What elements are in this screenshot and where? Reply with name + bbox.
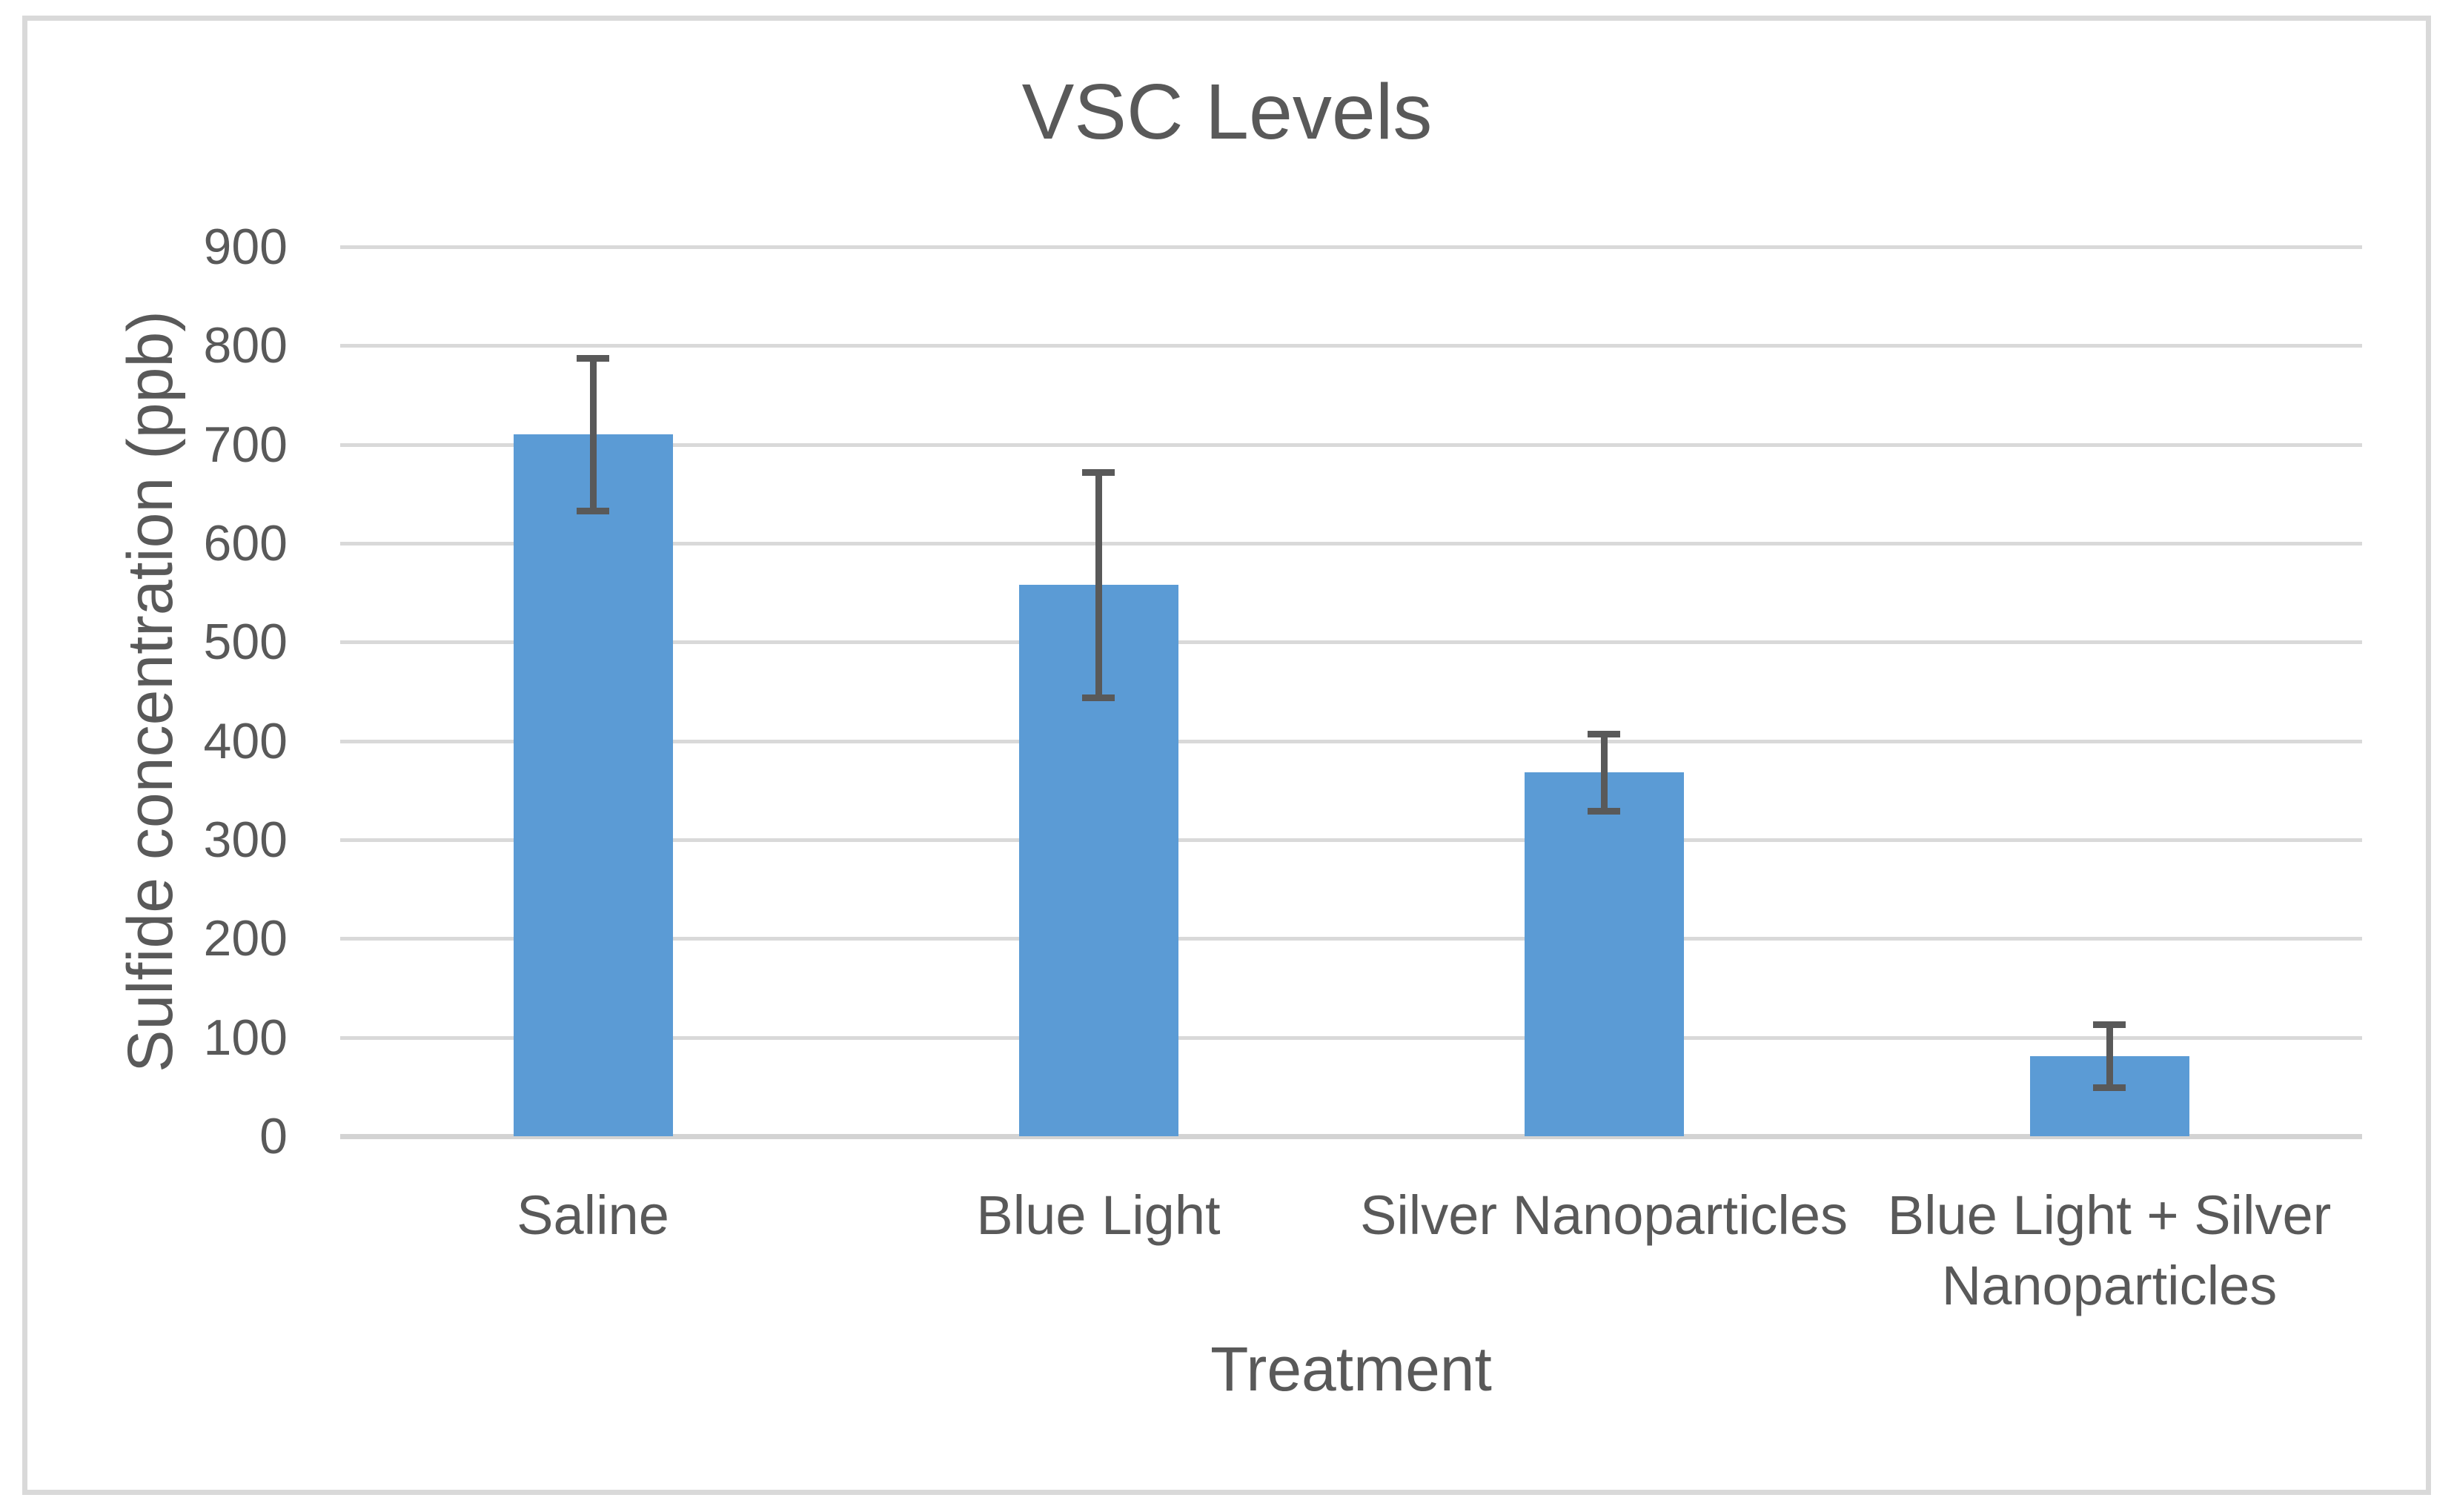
bar-saline [513, 434, 673, 1136]
error-bar-bottom-cap [577, 507, 609, 514]
error-bar-top-cap [2093, 1021, 2126, 1028]
bar-silver-nanoparticles [1524, 772, 1684, 1136]
y-tick-label: 200 [203, 910, 288, 966]
error-bar-stem [2106, 1024, 2113, 1088]
gridline [340, 245, 2362, 249]
x-axis-title: Treatment [1210, 1334, 1492, 1404]
y-tick-label: 500 [203, 614, 288, 670]
chart-title: VSC Levels [1021, 68, 1433, 156]
error-bar-bottom-cap [1082, 694, 1115, 701]
error-bar-top-cap [1082, 468, 1115, 476]
category-label-silver-nanoparticles: Silver Nanoparticles [1359, 1184, 1848, 1246]
gridline [340, 740, 2362, 743]
category-label-blue-light-silver-nanoparticles: Blue Light + Silver Nanoparticles [1887, 1184, 2332, 1316]
y-tick-label: 400 [203, 713, 288, 769]
y-tick-label: 800 [203, 317, 288, 374]
gridline [340, 838, 2362, 842]
category-label-saline: Saline [517, 1184, 669, 1246]
error-bar-bottom-cap [2093, 1084, 2126, 1092]
gridline [340, 640, 2362, 644]
error-bar-stem [589, 358, 597, 511]
category-label-blue-light: Blue Light [976, 1184, 1221, 1246]
gridline [340, 937, 2362, 941]
error-bar-bottom-cap [1588, 807, 1620, 815]
gridline [340, 1036, 2362, 1040]
gridline [340, 344, 2362, 348]
gridline [340, 443, 2362, 447]
error-bar-stem [1095, 472, 1102, 697]
chart-border [22, 16, 2431, 1495]
y-tick-label: 0 [259, 1108, 288, 1164]
y-tick-label: 300 [203, 812, 288, 868]
error-bar-stem [1600, 734, 1608, 812]
y-tick-label: 100 [203, 1009, 288, 1066]
y-tick-label: 700 [203, 417, 288, 473]
gridline [340, 542, 2362, 546]
y-tick-label: 900 [203, 219, 288, 275]
error-bar-top-cap [1588, 730, 1620, 737]
x-axis-line [340, 1134, 2362, 1139]
y-tick-label: 600 [203, 515, 288, 571]
error-bar-top-cap [577, 355, 609, 362]
